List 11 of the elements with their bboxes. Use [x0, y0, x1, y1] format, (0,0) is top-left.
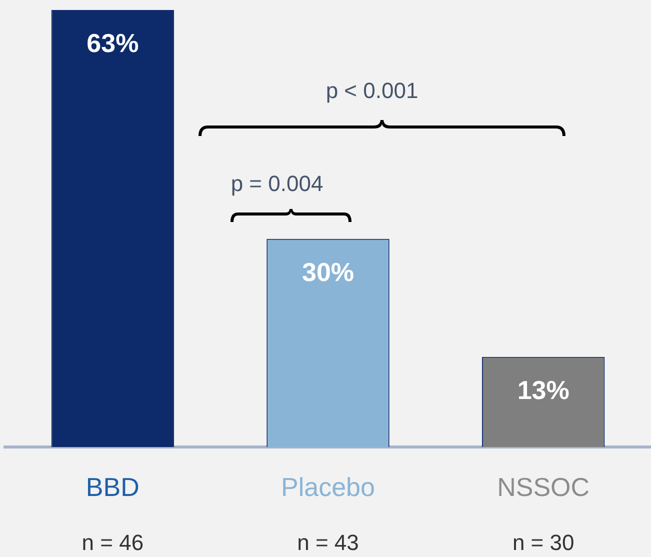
x-tick-label: NSSOC: [497, 472, 590, 502]
data-label: 30%: [302, 257, 354, 288]
data-label: 13%: [517, 374, 570, 405]
text: n = 30: [512, 530, 574, 556]
text: n = 43: [297, 530, 359, 556]
x-tick-label: Placebo: [281, 472, 375, 502]
data-label: 63%: [86, 28, 139, 58]
annotation: p < 0.001: [326, 78, 418, 104]
annotation: p = 0.004: [230, 171, 324, 196]
x-tick-label: BBD: [86, 472, 140, 502]
text: n = 46: [82, 530, 144, 556]
